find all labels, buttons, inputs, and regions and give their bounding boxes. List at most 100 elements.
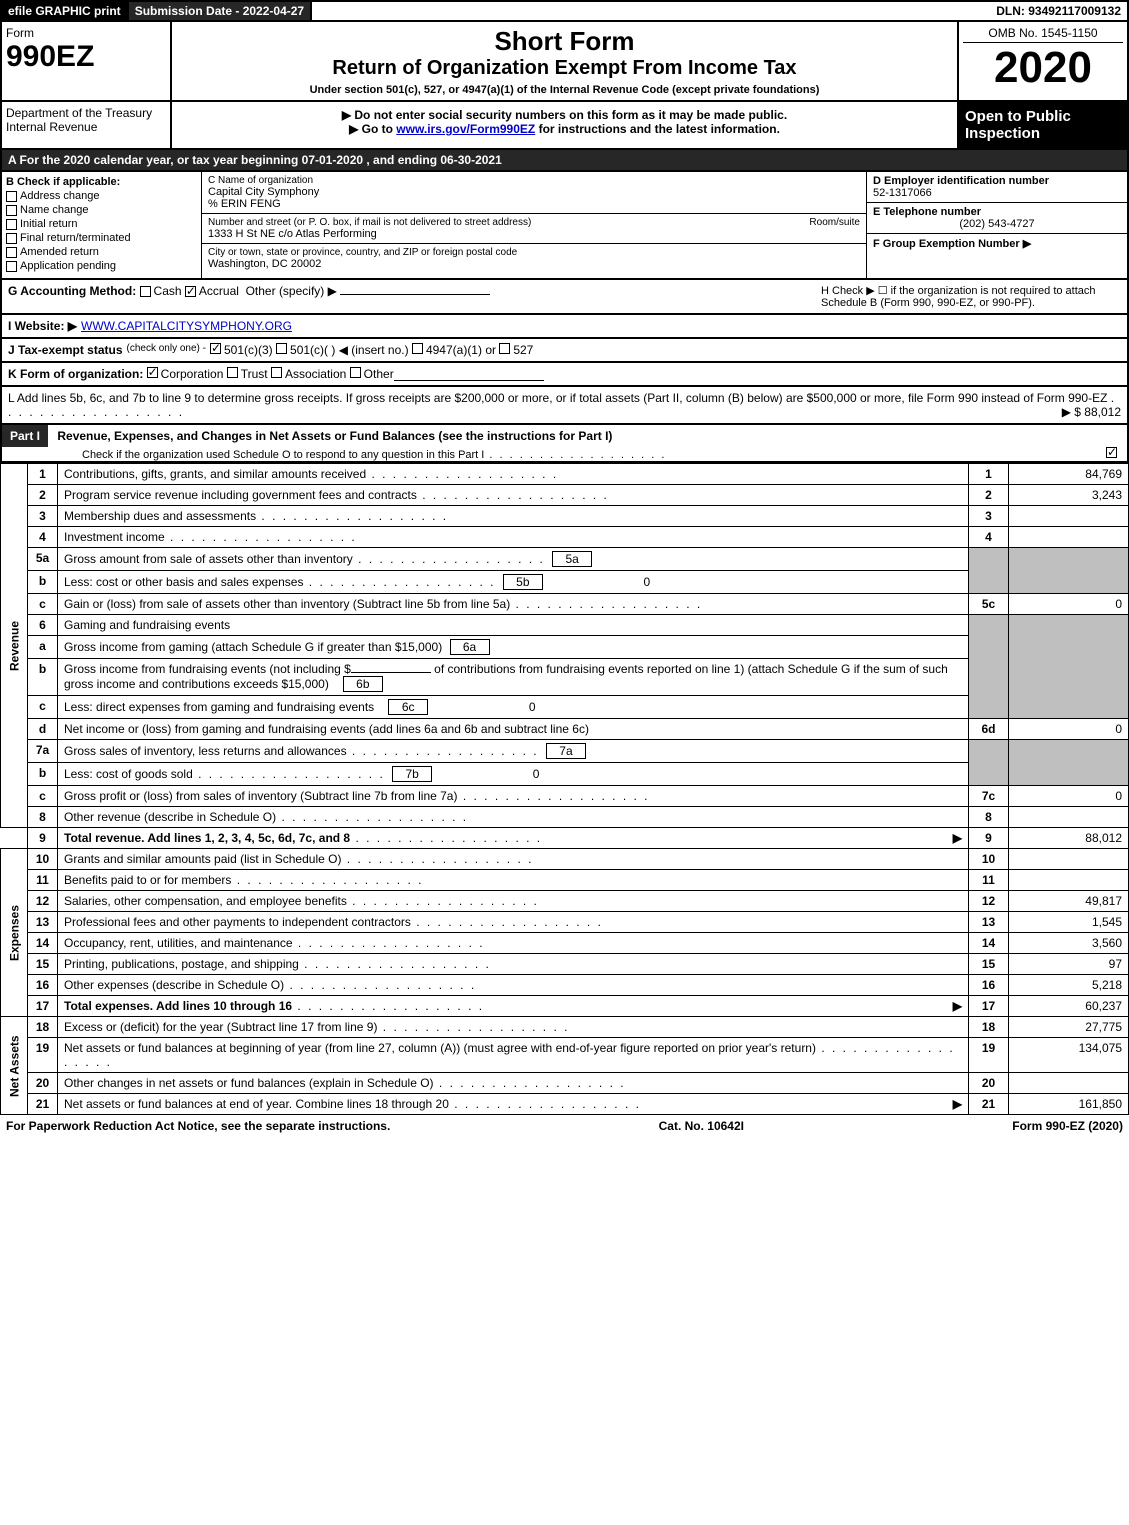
room-label: Room/suite — [809, 217, 860, 228]
page-footer: For Paperwork Reduction Act Notice, see … — [0, 1115, 1129, 1137]
corp-check[interactable] — [147, 367, 158, 378]
line-4-amt — [1009, 527, 1129, 548]
line-16-desc: Other expenses (describe in Schedule O) — [58, 975, 969, 996]
line-10-desc: Grants and similar amounts paid (list in… — [58, 849, 969, 870]
form-label: Form — [6, 26, 166, 40]
line-5a-desc: Gross amount from sale of assets other t… — [58, 548, 969, 571]
website-label: I Website: ▶ — [8, 319, 77, 333]
website-row: I Website: ▶ WWW.CAPITALCITYSYMPHONY.ORG — [0, 315, 1129, 339]
line-5b-desc: Less: cost or other basis and sales expe… — [58, 571, 969, 594]
street-row: Number and street (or P. O. box, if mail… — [202, 214, 866, 244]
line-8-desc: Other revenue (describe in Schedule O) — [58, 807, 969, 828]
line-9-amt: 88,012 — [1009, 828, 1129, 849]
gh-row: G Accounting Method: Cash Accrual Other … — [0, 280, 1129, 315]
city-label: City or town, state or province, country… — [208, 247, 860, 258]
line-6a-desc: Gross income from gaming (attach Schedul… — [58, 636, 969, 659]
revenue-side-label: Revenue — [1, 464, 28, 828]
website-link[interactable]: WWW.CAPITALCITYSYMPHONY.ORG — [81, 319, 292, 333]
line-1-desc: Contributions, gifts, grants, and simila… — [58, 464, 969, 485]
check-amended[interactable]: Amended return — [6, 246, 197, 258]
line-9-desc: Total revenue. Add lines 1, 2, 3, 4, 5c,… — [58, 828, 969, 849]
ssn-notice: ▶ Do not enter social security numbers o… — [178, 108, 951, 122]
line-11-desc: Benefits paid to or for members — [58, 870, 969, 891]
irs-link[interactable]: www.irs.gov/Form990EZ — [396, 122, 535, 136]
line-1-amt: 84,769 — [1009, 464, 1129, 485]
footer-right: Form 990-EZ (2020) — [1012, 1119, 1123, 1133]
assoc-check[interactable] — [271, 367, 282, 378]
org-name: Capital City Symphony — [208, 186, 860, 198]
line-8-amt — [1009, 807, 1129, 828]
line-7a-desc: Gross sales of inventory, less returns a… — [58, 740, 969, 763]
line-20-amt — [1009, 1073, 1129, 1094]
501c-check[interactable] — [276, 343, 287, 354]
phone-row: E Telephone number (202) 543-4727 — [867, 203, 1127, 234]
line-17-amt: 60,237 — [1009, 996, 1129, 1017]
line-19-desc: Net assets or fund balances at beginning… — [58, 1038, 969, 1073]
line-3-desc: Membership dues and assessments — [58, 506, 969, 527]
line-18-desc: Excess or (deficit) for the year (Subtra… — [58, 1017, 969, 1038]
part1-check: Check if the organization used Schedule … — [2, 449, 666, 461]
group-arrow: ▶ — [1023, 238, 1031, 250]
form-number: 990EZ — [6, 40, 166, 74]
street-label: Number and street (or P. O. box, if mail… — [208, 217, 531, 228]
line-5c-desc: Gain or (loss) from sale of assets other… — [58, 594, 969, 615]
notice-row: Department of the Treasury Internal Reve… — [0, 102, 1129, 150]
dept-treasury: Department of the Treasury — [6, 106, 166, 120]
info-grid: B Check if applicable: Address change Na… — [0, 172, 1129, 280]
line-20-desc: Other changes in net assets or fund bala… — [58, 1073, 969, 1094]
line-5c-amt: 0 — [1009, 594, 1129, 615]
527-check[interactable] — [499, 343, 510, 354]
line-12-amt: 49,817 — [1009, 891, 1129, 912]
ein-row: D Employer identification number 52-1317… — [867, 172, 1127, 203]
top-bar: efile GRAPHIC print Submission Date - 20… — [0, 0, 1129, 22]
line-14-amt: 3,560 — [1009, 933, 1129, 954]
calendar-row: A For the 2020 calendar year, or tax yea… — [0, 150, 1129, 172]
g-label: G Accounting Method: — [8, 284, 136, 298]
line-7b-desc: Less: cost of goods sold 7b 0 — [58, 763, 969, 786]
check-initial[interactable]: Initial return — [6, 218, 197, 230]
line-2-amt: 3,243 — [1009, 485, 1129, 506]
street-value: 1333 H St NE c/o Atlas Performing — [208, 228, 860, 240]
j-label: J Tax-exempt status — [8, 343, 123, 357]
cash-check[interactable] — [140, 286, 151, 297]
line-7c-amt: 0 — [1009, 786, 1129, 807]
501c3-check[interactable] — [210, 343, 221, 354]
section-g: G Accounting Method: Cash Accrual Other … — [8, 284, 821, 309]
schedule-o-check[interactable] — [1106, 447, 1117, 458]
line-18-amt: 27,775 — [1009, 1017, 1129, 1038]
check-name[interactable]: Name change — [6, 204, 197, 216]
4947-check[interactable] — [412, 343, 423, 354]
dept-irs: Internal Revenue — [6, 120, 166, 134]
check-pending[interactable]: Application pending — [6, 260, 197, 272]
line-15-desc: Printing, publications, postage, and shi… — [58, 954, 969, 975]
k-label: K Form of organization: — [8, 367, 143, 381]
omb-number: OMB No. 1545-1150 — [963, 26, 1123, 43]
line-16-amt: 5,218 — [1009, 975, 1129, 996]
line-21-amt: 161,850 — [1009, 1094, 1129, 1115]
under-section: Under section 501(c), 527, or 4947(a)(1)… — [176, 84, 953, 96]
form-org-row: K Form of organization: Corporation Trus… — [0, 363, 1129, 387]
line-4-desc: Investment income — [58, 527, 969, 548]
line-12-desc: Salaries, other compensation, and employ… — [58, 891, 969, 912]
group-row: F Group Exemption Number ▶ — [867, 234, 1127, 253]
accrual-check[interactable] — [185, 286, 196, 297]
line-21-desc: Net assets or fund balances at end of ye… — [58, 1094, 969, 1115]
line-1-num: 1 — [28, 464, 58, 485]
line-17-desc: Total expenses. Add lines 10 through 16 … — [58, 996, 969, 1017]
phone-value: (202) 543-4727 — [873, 218, 1121, 230]
trust-check[interactable] — [227, 367, 238, 378]
goto-post: for instructions and the latest informat… — [535, 122, 780, 136]
line-6d-desc: Net income or (loss) from gaming and fun… — [58, 719, 969, 740]
other-check[interactable] — [350, 367, 361, 378]
section-b: B Check if applicable: Address change Na… — [2, 172, 202, 278]
section-h: H Check ▶ ☐ if the organization is not r… — [821, 284, 1121, 309]
check-address[interactable]: Address change — [6, 190, 197, 202]
omb-year-cell: OMB No. 1545-1150 2020 — [957, 22, 1127, 100]
line-19-amt: 134,075 — [1009, 1038, 1129, 1073]
part1-table: Revenue 1 Contributions, gifts, grants, … — [0, 463, 1129, 1115]
line-6c-desc: Less: direct expenses from gaming and fu… — [58, 696, 969, 719]
org-name-row: C Name of organization Capital City Symp… — [202, 172, 866, 214]
phone-label: E Telephone number — [873, 206, 981, 218]
netassets-side-label: Net Assets — [1, 1017, 28, 1115]
check-final[interactable]: Final return/terminated — [6, 232, 197, 244]
